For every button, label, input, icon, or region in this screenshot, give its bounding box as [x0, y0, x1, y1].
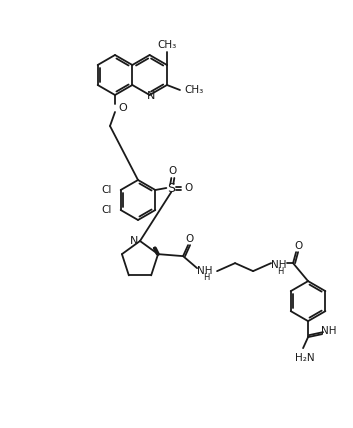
Text: O: O	[184, 183, 192, 193]
Text: H: H	[277, 267, 283, 276]
Text: H: H	[203, 273, 209, 282]
Text: N: N	[130, 236, 138, 246]
Text: NH: NH	[197, 266, 213, 276]
Text: N: N	[146, 91, 155, 101]
Text: NH: NH	[321, 326, 337, 336]
Text: H₂N: H₂N	[295, 353, 315, 363]
Text: O: O	[118, 103, 127, 113]
Text: CH₃: CH₃	[184, 85, 204, 95]
Text: O: O	[294, 241, 302, 251]
Text: Cl: Cl	[102, 205, 112, 215]
Text: O: O	[168, 166, 176, 176]
Text: CH₃: CH₃	[157, 40, 176, 50]
Text: O: O	[185, 234, 193, 244]
Text: NH: NH	[271, 260, 287, 270]
Text: S: S	[167, 181, 175, 194]
Text: Cl: Cl	[102, 185, 112, 195]
